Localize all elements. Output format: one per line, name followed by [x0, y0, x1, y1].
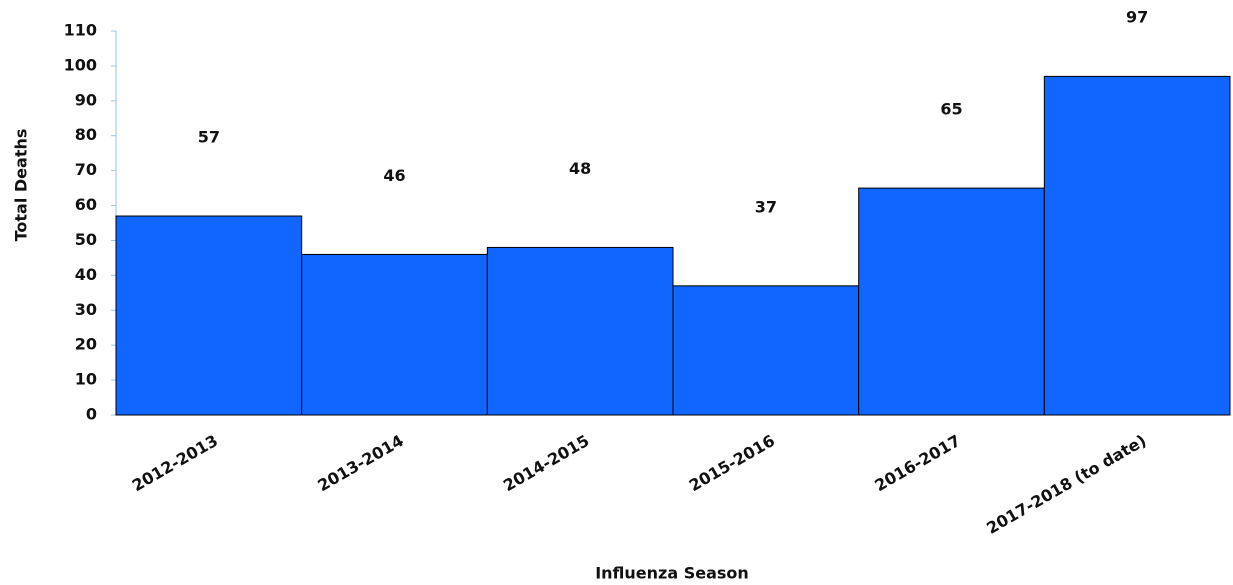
bar [486, 246, 674, 416]
x-tick-label: 2014-2015 [500, 431, 592, 495]
x-tick-label: 2015-2016 [686, 431, 778, 495]
x-tick-label: 2016-2017 [871, 431, 963, 495]
y-tick-label: 10 [75, 370, 97, 389]
y-tick-label: 70 [75, 160, 97, 179]
bar [1043, 75, 1231, 416]
x-tick-label: 2012-2013 [129, 431, 221, 495]
bar [115, 215, 303, 416]
y-tick-label: 0 [86, 405, 97, 424]
data-label: 65 [940, 100, 962, 119]
x-tick-label: 2017-2018 (to date) [983, 431, 1149, 538]
y-tick-label: 60 [75, 195, 97, 214]
data-label: 48 [569, 159, 591, 178]
y-tick-label: 20 [75, 335, 97, 354]
data-label: 57 [198, 128, 220, 147]
y-tick-label: 90 [75, 90, 97, 109]
y-tick-label: 40 [75, 265, 97, 284]
y-tick-label: 100 [64, 55, 97, 74]
x-axis-title: Influenza Season [595, 564, 749, 583]
x-tick-label: 2013-2014 [314, 431, 406, 495]
bar [301, 253, 488, 416]
data-label: 37 [755, 197, 777, 216]
y-axis-title: Total Deaths [12, 129, 31, 242]
bar [672, 285, 860, 416]
y-tick-label: 80 [75, 125, 97, 144]
data-label: 46 [383, 166, 405, 185]
data-label: 97 [1126, 8, 1148, 27]
y-tick-label: 30 [75, 300, 97, 319]
bar [858, 187, 1045, 416]
y-tick-label: 110 [64, 21, 97, 40]
y-tick-label: 50 [75, 230, 97, 249]
